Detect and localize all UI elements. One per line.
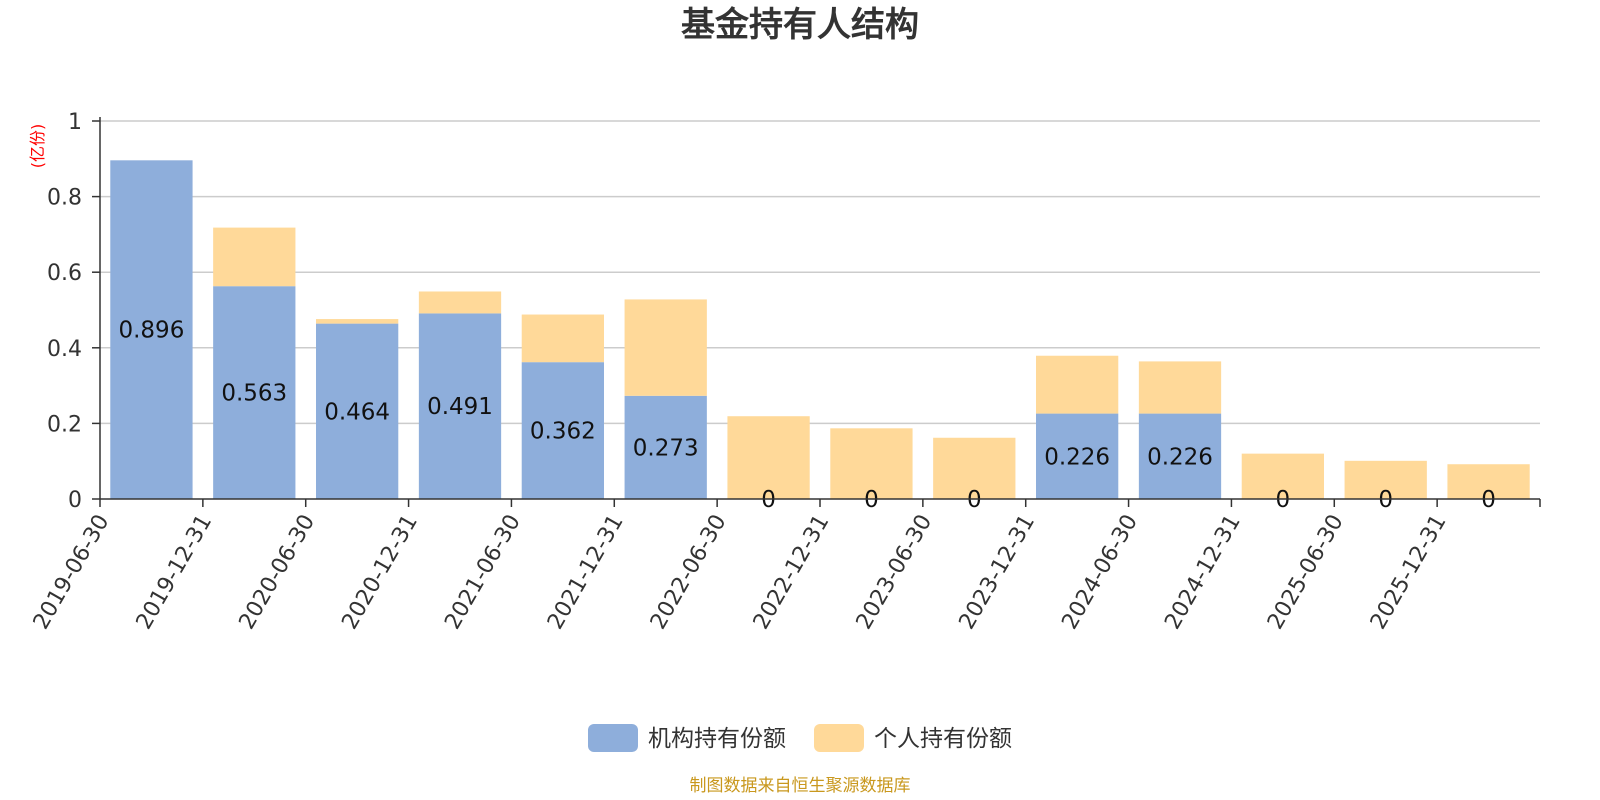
y-axis-unit: (亿份): [28, 124, 47, 169]
legend-swatch-institutional[interactable]: [588, 724, 638, 752]
x-tick-label: 2021-12-31: [543, 511, 629, 634]
bar-individual[interactable]: [1241, 453, 1324, 499]
bar-individual[interactable]: [1138, 361, 1222, 414]
source-note: 制图数据来自恒生聚源数据库: [690, 776, 911, 796]
bar-institutional[interactable]: [213, 286, 296, 499]
data-label-institutional: 0.896: [118, 318, 184, 344]
x-tick-label: 2020-12-31: [337, 511, 423, 634]
bar-individual[interactable]: [830, 428, 913, 499]
x-tick-label: 2023-06-30: [852, 511, 938, 634]
y-tick-label: 0: [68, 488, 82, 513]
bar-institutional[interactable]: [110, 160, 193, 499]
bar-individual[interactable]: [521, 314, 604, 363]
data-label-institutional: 0: [1378, 487, 1393, 513]
legend-label-institutional[interactable]: 机构持有份额: [648, 726, 786, 752]
x-tick-label: 2025-12-31: [1366, 511, 1452, 634]
legend-swatch-individual[interactable]: [814, 724, 864, 752]
data-label-institutional: 0.491: [427, 394, 493, 420]
bar-individual[interactable]: [1036, 355, 1119, 414]
legend: 机构持有份额 个人持有份额: [588, 724, 1012, 752]
y-axis: 0 0.2 0.4 0.6 0.8 1: [47, 110, 101, 513]
data-label-institutional: 0: [1276, 487, 1291, 513]
x-tick-label: 2024-06-30: [1057, 511, 1143, 634]
bar-institutional[interactable]: [418, 313, 502, 499]
bar-individual[interactable]: [316, 319, 399, 324]
bar-institutional[interactable]: [624, 395, 707, 499]
data-label-institutional: 0: [1481, 487, 1496, 513]
chart-title: 基金持有人结构: [681, 5, 919, 45]
bar-individual[interactable]: [418, 291, 502, 314]
data-labels: 0.896 0.563 0.464 0.491 0.362 0.273 0 0 0 0.226 0.…: [118, 318, 1495, 513]
y-tick-label: 0.2: [47, 412, 82, 437]
y-tick-label: 0.8: [47, 186, 82, 211]
data-label-institutional: 0.226: [1147, 444, 1213, 470]
x-tick-label: 2021-06-30: [440, 511, 526, 634]
bar-individual[interactable]: [1447, 464, 1530, 499]
x-axis: 2019-06-30 2019-12-31 2020-06-30 2020-12-31…: [29, 498, 1541, 634]
data-label-institutional: 0.362: [530, 419, 596, 445]
data-label-institutional: 0.464: [324, 399, 390, 425]
data-label-institutional: 0.273: [633, 435, 699, 461]
bar-individual[interactable]: [1344, 460, 1427, 499]
data-label-institutional: 0.563: [221, 381, 287, 407]
bars: [110, 160, 1530, 499]
x-tick-label: 2022-06-30: [646, 511, 732, 634]
bar-institutional[interactable]: [1138, 413, 1222, 499]
bar-institutional[interactable]: [316, 323, 399, 499]
data-label-institutional: 0.226: [1044, 444, 1110, 470]
legend-label-individual[interactable]: 个人持有份额: [874, 726, 1012, 752]
bar-institutional[interactable]: [521, 362, 604, 499]
x-tick-label: 2019-12-31: [132, 511, 218, 634]
bar-individual[interactable]: [213, 227, 296, 287]
data-label-institutional: 0: [761, 487, 776, 513]
x-tick-label: 2022-12-31: [749, 511, 835, 634]
bar-individual[interactable]: [624, 299, 707, 396]
data-label-institutional: 0: [967, 487, 982, 513]
x-tick-label: 2023-12-31: [955, 511, 1041, 634]
bar-individual[interactable]: [933, 437, 1016, 499]
y-tick-label: 0.6: [47, 261, 82, 286]
x-tick-label: 2019-06-30: [29, 511, 115, 634]
y-tick-label: 1: [68, 110, 82, 135]
data-label-institutional: 0: [864, 487, 879, 513]
x-tick-label: 2024-12-31: [1160, 511, 1246, 634]
bar-individual[interactable]: [727, 416, 810, 499]
x-tick-label: 2020-06-30: [235, 511, 321, 634]
x-tick-label: 2025-06-30: [1263, 511, 1349, 634]
y-tick-label: 0.4: [47, 337, 82, 362]
bar-institutional[interactable]: [1036, 413, 1119, 499]
